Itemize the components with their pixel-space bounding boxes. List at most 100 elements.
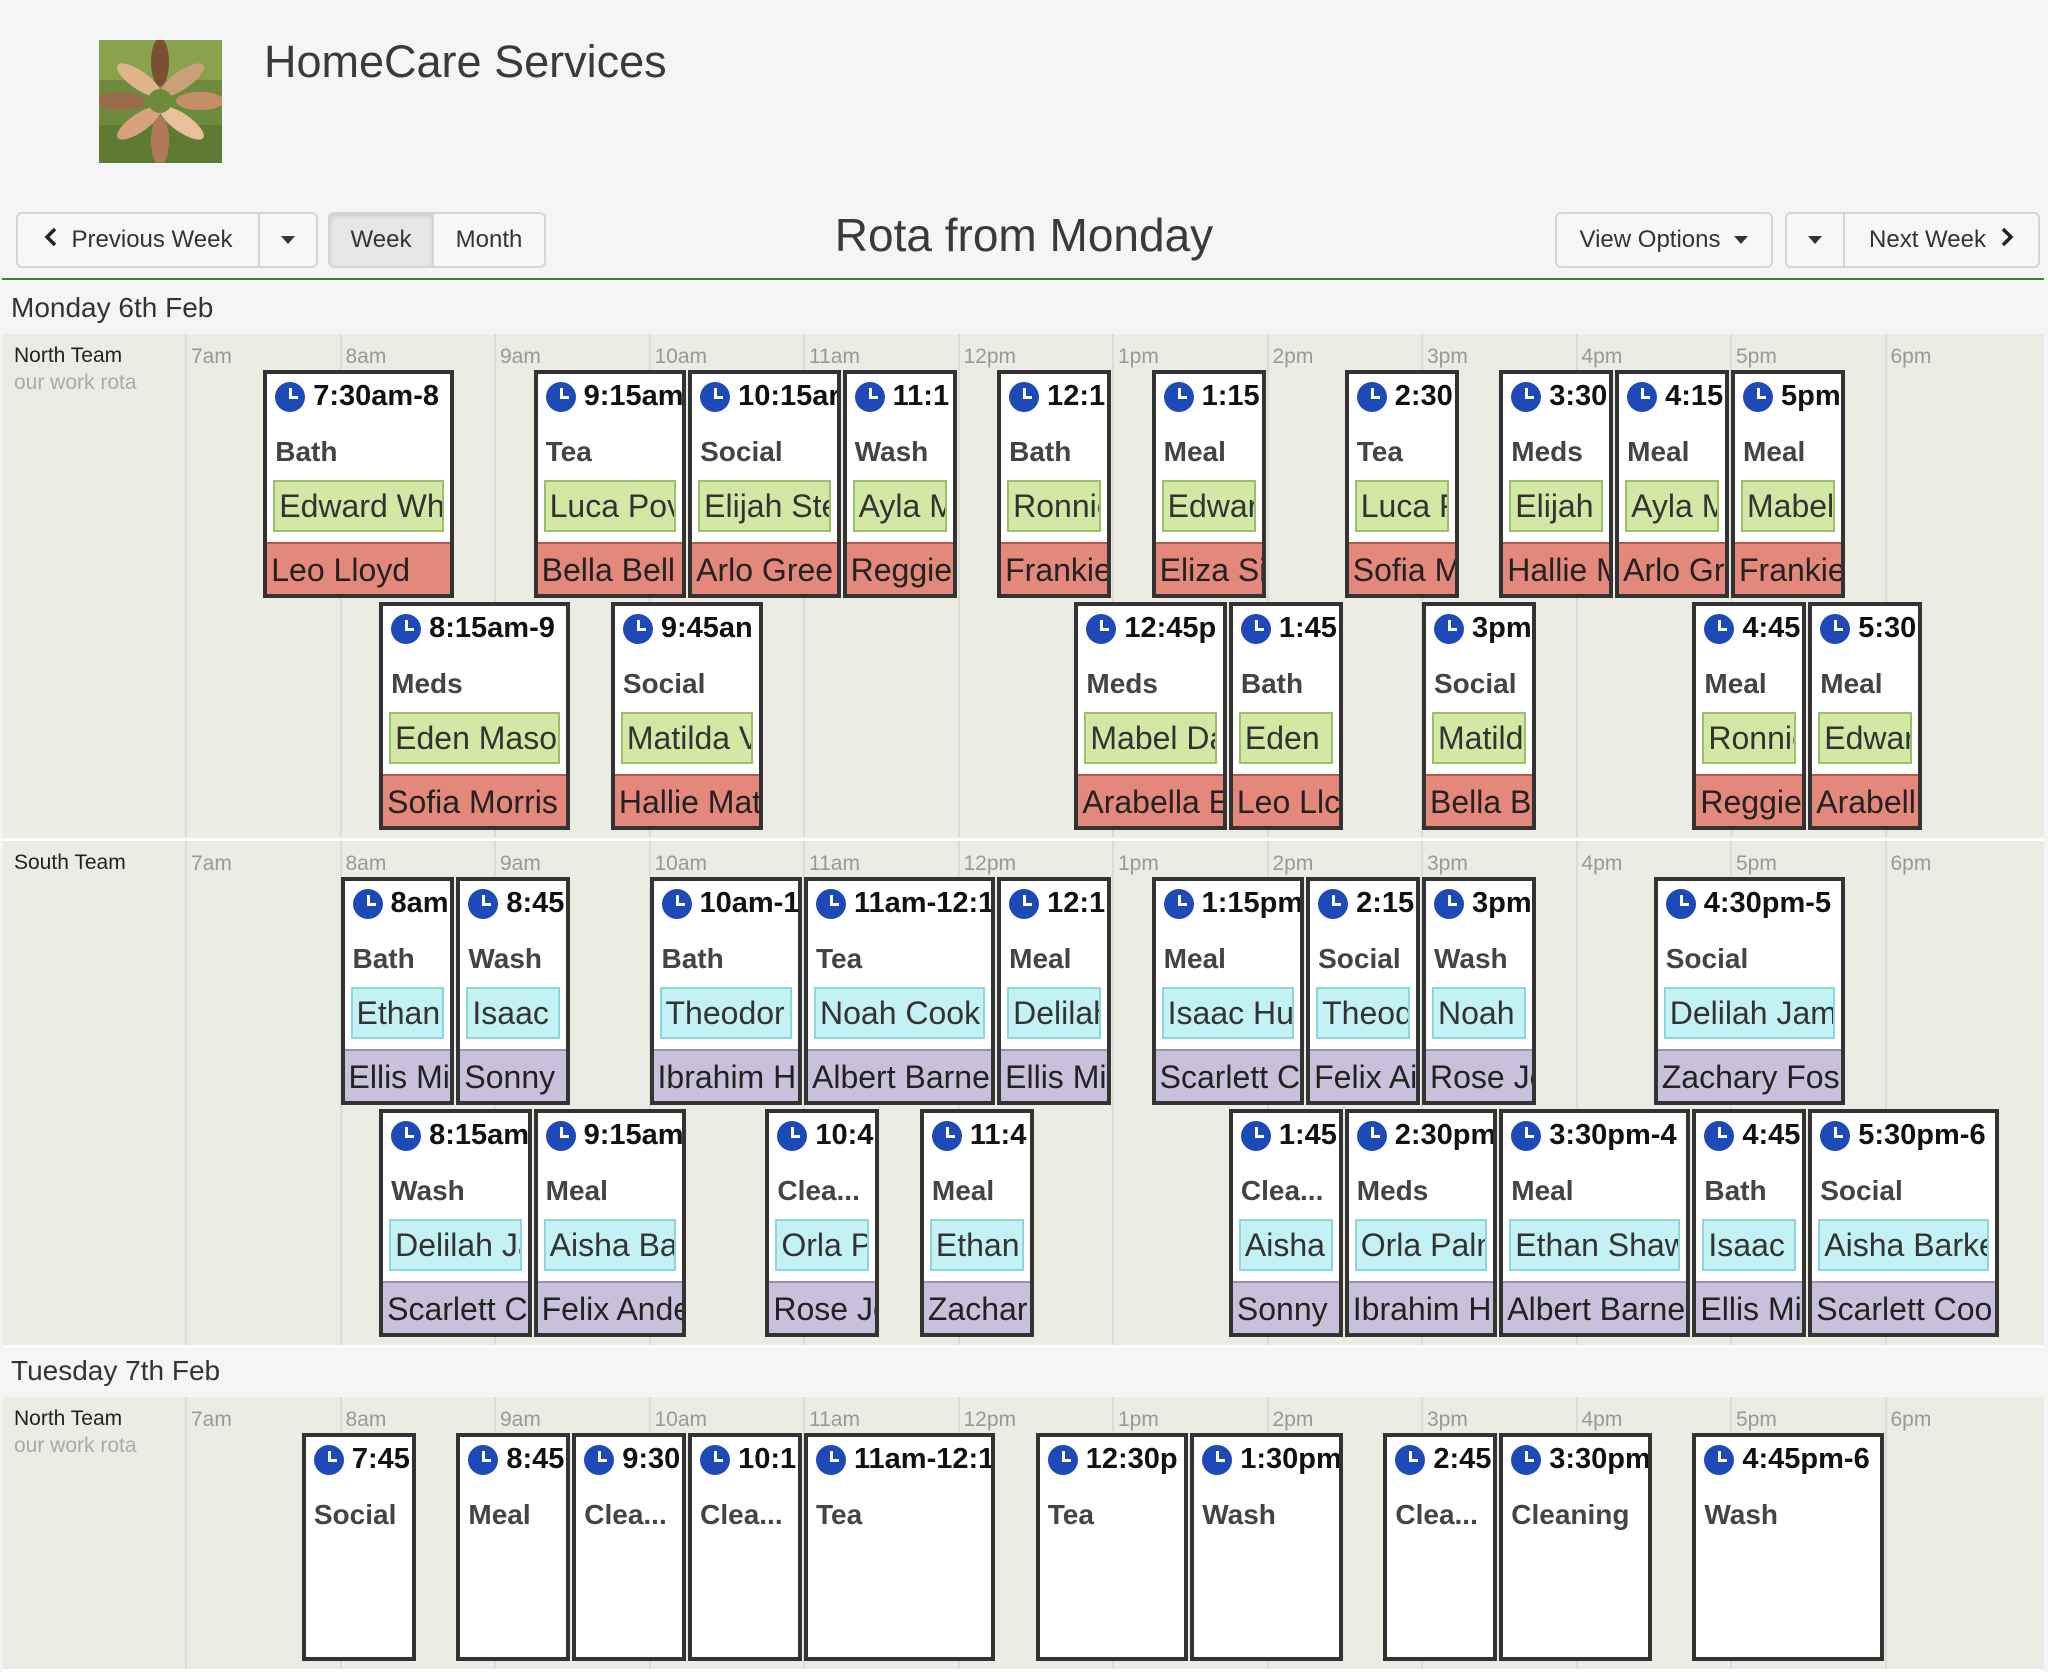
appointment-card[interactable]: 3:30pm-4 Meal Ethan Shaw Albert Barne xyxy=(1499,1109,1691,1337)
appointment-worker[interactable]: Albert Barne xyxy=(808,1049,992,1101)
appointment-client[interactable]: Matild xyxy=(1432,712,1526,764)
appointment-client[interactable]: Orla P xyxy=(775,1219,870,1271)
appointment-card[interactable]: 3:30 Meds Elijah Hallie M xyxy=(1499,370,1614,598)
view-options-button[interactable]: View Options xyxy=(1555,212,1773,268)
appointment-client[interactable]: Matilda V xyxy=(620,712,754,764)
appointment-card[interactable]: 1:30pm Wash xyxy=(1190,1433,1343,1661)
appointment-client[interactable]: Theodor xyxy=(659,987,792,1039)
appointment-worker[interactable]: Hallie M xyxy=(1503,542,1610,594)
appointment-card[interactable]: 10:4 Clea... Orla P Rose Jo xyxy=(765,1109,880,1337)
appointment-worker[interactable]: Arabell xyxy=(1812,774,1919,826)
appointment-worker[interactable]: Reggie xyxy=(1696,774,1803,826)
appointment-card[interactable]: 8:45 Wash Isaac I Sonny xyxy=(456,877,571,1105)
appointment-worker[interactable]: Felix Ande xyxy=(537,1281,683,1333)
appointment-card[interactable]: 10am-1 Bath Theodor Ibrahim H xyxy=(649,877,802,1105)
appointment-card[interactable]: 9:15am Tea Luca Pov Bella Bell xyxy=(533,370,687,598)
appointment-card[interactable]: 3pm Social Matild Bella B xyxy=(1422,602,1536,830)
appointment-client[interactable]: Delilah Ja xyxy=(389,1219,522,1271)
appointment-client[interactable]: Delilah xyxy=(1007,987,1101,1039)
appointment-card[interactable]: 4:15 Meal Ayla M Arlo Gr xyxy=(1615,370,1729,598)
appointment-card[interactable]: 4:30pm-5 Social Delilah Jam Zachary Fos xyxy=(1653,877,1845,1105)
month-view-button[interactable]: Month xyxy=(432,212,546,268)
appointment-card[interactable]: 2:15 Social Theod Felix Ai xyxy=(1306,877,1420,1105)
appointment-worker[interactable]: Ellis Mi xyxy=(1696,1281,1803,1333)
appointment-worker[interactable]: Ellis Mi xyxy=(344,1049,451,1101)
appointment-worker[interactable]: Leo Lloyd xyxy=(267,542,451,594)
appointment-card[interactable]: 9:45an Social Matilda V Hallie Mat xyxy=(610,602,764,830)
appointment-card[interactable]: 11am-12:1 Tea xyxy=(804,1433,996,1661)
appointment-client[interactable]: Isaac Hu xyxy=(1161,987,1295,1039)
appointment-card[interactable]: 12:1 Bath Ronnie Frankie xyxy=(997,370,1111,598)
appointment-client[interactable]: Elijah Ste xyxy=(698,480,831,532)
appointment-worker[interactable]: Rose Jo xyxy=(769,1281,876,1333)
appointment-client[interactable]: Delilah Jam xyxy=(1663,987,1835,1039)
appointment-card[interactable]: 2:45 Clea... xyxy=(1383,1433,1498,1661)
appointment-worker[interactable]: Ibrahim H xyxy=(653,1049,798,1101)
appointment-worker[interactable]: Sonny xyxy=(460,1049,567,1101)
appointment-client[interactable]: Ronnie xyxy=(1702,712,1797,764)
appointment-card[interactable]: 2:30 Tea Luca F Sofia M xyxy=(1344,370,1459,598)
appointment-card[interactable]: 8:15am Wash Delilah Ja Scarlett C xyxy=(379,1109,532,1337)
appointment-worker[interactable]: Arabella E xyxy=(1078,774,1223,826)
previous-week-dropdown[interactable] xyxy=(258,212,318,268)
appointment-client[interactable]: Ayla M xyxy=(852,480,947,532)
appointment-worker[interactable]: Arlo Gree xyxy=(692,542,837,594)
appointment-client[interactable]: Aisha Ba xyxy=(543,1219,677,1271)
week-view-button[interactable]: Week xyxy=(328,212,434,268)
appointment-card[interactable]: 5pm Meal Mabel Frankie xyxy=(1731,370,1845,598)
appointment-client[interactable]: Noah Cook xyxy=(814,987,986,1039)
appointment-card[interactable]: 10:1 Clea... xyxy=(688,1433,802,1661)
appointment-card[interactable]: 8am Bath Ethan Ellis Mi xyxy=(340,877,455,1105)
appointment-card[interactable]: 9:30 Clea... xyxy=(572,1433,687,1661)
appointment-worker[interactable]: Leo Llc xyxy=(1232,774,1339,826)
appointment-worker[interactable]: Hallie Mat xyxy=(614,774,760,826)
appointment-worker[interactable]: Rose Jo xyxy=(1426,1049,1532,1101)
appointment-client[interactable]: Luca F xyxy=(1354,480,1449,532)
appointment-client[interactable]: Ethan xyxy=(929,1219,1024,1271)
appointment-client[interactable]: Mabel xyxy=(1741,480,1835,532)
appointment-client[interactable]: Edwar xyxy=(1161,480,1256,532)
appointment-client[interactable]: Edwar xyxy=(1818,712,1913,764)
appointment-card[interactable]: 3:30pm Cleaning xyxy=(1499,1433,1652,1661)
appointment-client[interactable]: Eden I xyxy=(1238,712,1333,764)
appointment-card[interactable]: 1:15pm Meal Isaac Hu Scarlett C xyxy=(1151,877,1305,1105)
appointment-worker[interactable]: Frankie xyxy=(1001,542,1107,594)
appointment-card[interactable]: 5:30 Meal Edwar Arabell xyxy=(1808,602,1923,830)
appointment-card[interactable]: 1:15 Meal Edwar Eliza Si xyxy=(1151,370,1266,598)
appointment-worker[interactable]: Ellis Mi xyxy=(1001,1049,1107,1101)
appointment-client[interactable]: Aisha xyxy=(1238,1219,1333,1271)
appointment-worker[interactable]: Reggie xyxy=(846,542,953,594)
appointment-card[interactable]: 11:1 Wash Ayla M Reggie xyxy=(842,370,957,598)
appointment-worker[interactable]: Eliza Si xyxy=(1155,542,1262,594)
appointment-worker[interactable]: Bella B xyxy=(1426,774,1532,826)
appointment-card[interactable]: 11am-12:1 Tea Noah Cook Albert Barne xyxy=(804,877,996,1105)
appointment-card[interactable]: 7:30am-8 Bath Edward Wh Leo Lloyd xyxy=(263,370,455,598)
appointment-card[interactable]: 10:15ar Social Elijah Ste Arlo Gree xyxy=(688,370,841,598)
appointment-client[interactable]: Ronnie xyxy=(1007,480,1101,532)
appointment-worker[interactable]: Albert Barne xyxy=(1503,1281,1687,1333)
next-week-button[interactable]: Next Week xyxy=(1843,212,2040,268)
appointment-worker[interactable]: Sonny xyxy=(1232,1281,1339,1333)
appointment-worker[interactable]: Scarlett C xyxy=(383,1281,528,1333)
appointment-client[interactable]: Elijah xyxy=(1509,480,1604,532)
appointment-card[interactable]: 7:45 Social xyxy=(301,1433,416,1661)
appointment-client[interactable]: Eden Maso xyxy=(389,712,561,764)
appointment-client[interactable]: Theod xyxy=(1316,987,1410,1039)
appointment-worker[interactable]: Frankie xyxy=(1735,542,1841,594)
appointment-worker[interactable]: Bella Bell xyxy=(537,542,683,594)
appointment-card[interactable]: 1:45 Bath Eden I Leo Llc xyxy=(1228,602,1343,830)
appointment-worker[interactable]: Felix Ai xyxy=(1310,1049,1416,1101)
appointment-client[interactable]: Edward Wh xyxy=(273,480,445,532)
appointment-worker[interactable]: Arlo Gr xyxy=(1619,542,1725,594)
appointment-worker[interactable]: Scarlett Coo xyxy=(1812,1281,1996,1333)
appointment-client[interactable]: Luca Pov xyxy=(543,480,677,532)
appointment-card[interactable]: 4:45pm-6 Wash xyxy=(1692,1433,1884,1661)
appointment-client[interactable]: Isaac I xyxy=(466,987,561,1039)
appointment-card[interactable]: 1:45 Clea... Aisha Sonny xyxy=(1228,1109,1343,1337)
appointment-worker[interactable]: Sofia M xyxy=(1348,542,1455,594)
next-week-dropdown[interactable] xyxy=(1785,212,1845,268)
appointment-client[interactable]: Ayla M xyxy=(1625,480,1719,532)
appointment-client[interactable]: Ethan xyxy=(350,987,445,1039)
appointment-card[interactable]: 4:45 Bath Isaac I Ellis Mi xyxy=(1692,1109,1807,1337)
appointment-card[interactable]: 8:45 Meal xyxy=(456,1433,571,1661)
